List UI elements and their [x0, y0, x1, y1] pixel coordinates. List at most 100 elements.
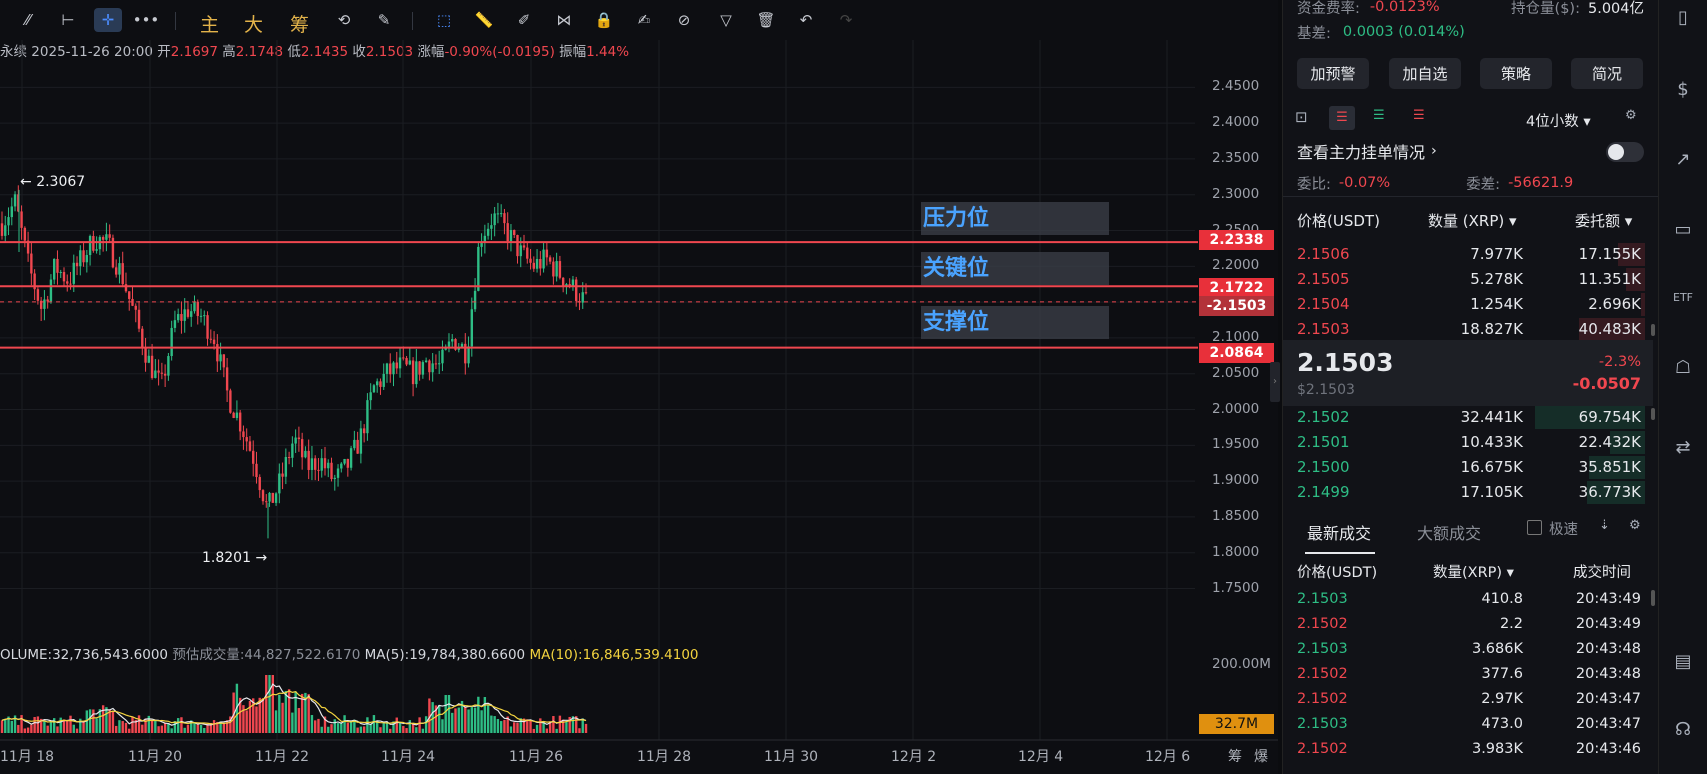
close-label: 收 [352, 44, 366, 60]
orderbook-row[interactable]: 2.1502 32.441K 69.754K [1283, 405, 1653, 430]
chart-up-icon[interactable]: ↗ [1675, 149, 1691, 170]
select-icon[interactable]: ⬚ [436, 11, 452, 29]
dollar-icon[interactable]: $ [1677, 79, 1689, 100]
draw-tool-icon[interactable]: ✎ [377, 11, 391, 29]
volume-bar [418, 717, 421, 733]
add-watchlist-button[interactable]: 加自选 [1389, 58, 1461, 89]
fast-mode-checkbox[interactable] [1527, 520, 1542, 535]
tab-latest-trades[interactable]: 最新成交 [1307, 524, 1372, 543]
volume-bar [470, 707, 474, 733]
redo-icon[interactable]: ↷ [839, 11, 853, 29]
candle-body [477, 246, 480, 291]
orderbook-price: 2.1503 [1297, 320, 1350, 338]
candle-body [343, 458, 346, 464]
candle-body [111, 237, 115, 268]
etf-icon[interactable]: ETF [1673, 291, 1693, 304]
undo-icon[interactable]: ↶ [799, 11, 813, 29]
orderbook-row[interactable]: 2.1499 17.105K 36.773K [1283, 480, 1653, 505]
candle-body [167, 356, 170, 376]
add-alert-button[interactable]: 加预警 [1297, 58, 1369, 89]
trades-qty-header[interactable]: 数量(XRP) ▾ [1433, 565, 1514, 581]
volume-bar [252, 698, 255, 733]
settings-icon[interactable]: ⚙ [1625, 108, 1637, 123]
ruler-icon[interactable]: 📏 [474, 11, 494, 29]
orderbook-total-header[interactable]: 委托额 ▾ [1575, 212, 1633, 230]
orderbook-row[interactable]: 2.1504 1.254K 2.696K [1283, 292, 1653, 317]
replay-icon[interactable]: ⟲ [337, 11, 351, 29]
sort-icon[interactable]: ⇣ [1599, 518, 1610, 533]
candle-body [535, 258, 539, 269]
volume-bar [346, 722, 350, 733]
volume-bar [382, 722, 385, 733]
date-tick-label: 12月 4 [1018, 749, 1064, 765]
close-value: 2.1503 [365, 44, 414, 60]
volume-bar [561, 719, 565, 733]
divider [175, 12, 176, 30]
trades-settings-icon[interactable]: ⚙ [1629, 518, 1641, 533]
scrollbar[interactable] [1651, 324, 1655, 336]
orderbook-row[interactable]: 2.1503 18.827K 40.483K [1283, 317, 1653, 342]
candle-body [79, 250, 82, 267]
scrollbar[interactable] [1651, 590, 1655, 606]
eraser-icon[interactable]: ✐ [517, 11, 531, 29]
decimal-select[interactable]: 4位小数 ▾ [1526, 114, 1591, 130]
scrollbar[interactable] [1651, 408, 1655, 420]
orderbook-both-icon[interactable]: ☰ [1329, 106, 1355, 130]
orderbook-asks-icon[interactable]: ☰ [1413, 108, 1425, 123]
trash-icon[interactable]: 🗑 [756, 11, 776, 29]
filter-icon[interactable]: ▽ [720, 11, 732, 29]
trade-time: 20:43:49 [1575, 616, 1641, 632]
main-orders-link[interactable]: 查看主力挂单情况 [1297, 143, 1426, 162]
crosshair-icon[interactable]: ✛ [94, 8, 122, 32]
average-button[interactable]: 大 [244, 14, 264, 36]
trade-time: 20:43:48 [1575, 641, 1641, 657]
volume-bar [235, 683, 239, 733]
headset-icon[interactable]: ☊ [1675, 719, 1691, 740]
volume-bar [13, 715, 17, 733]
orderbook-row[interactable]: 2.1506 7.977K 17.155K [1283, 242, 1653, 267]
horizontal-line-icon[interactable]: ⊢ [61, 11, 75, 29]
volume-bar [222, 722, 226, 733]
note-icon[interactable]: ✍ [637, 11, 651, 29]
low-value: 2.1435 [300, 44, 349, 60]
candle-body [421, 362, 425, 375]
orderbook-total: 35.851K [1578, 458, 1641, 476]
book-icon[interactable]: ▯ [1678, 7, 1688, 28]
overview-button[interactable]: 简况 [1571, 58, 1643, 89]
link-icon[interactable]: ⊘ [677, 11, 691, 29]
chip-button[interactable]: 筹 [290, 14, 310, 36]
panel-collapse-handle[interactable]: › [1270, 362, 1280, 402]
magnet-icon[interactable]: ⋈ [556, 11, 572, 29]
layout-icon[interactable]: ⊡ [1295, 108, 1308, 126]
orderbook-row[interactable]: 2.1505 5.278K 11.351K [1283, 267, 1653, 292]
candle-body [66, 281, 69, 284]
monitor-chart-icon[interactable]: ▭ [1674, 219, 1692, 240]
orderbook-qty-header[interactable]: 数量 (XRP) ▾ [1428, 212, 1517, 230]
candle-body [0, 223, 4, 236]
layout-panel-icon[interactable]: ▤ [1674, 651, 1692, 672]
orderbook-bids-icon[interactable]: ☰ [1373, 108, 1385, 123]
candle-body [542, 249, 545, 269]
volume-bar [268, 675, 271, 733]
candle-body [141, 328, 144, 348]
volume-bar [411, 722, 415, 733]
strategy-button[interactable]: 策略 [1480, 58, 1552, 89]
candle-body [333, 477, 336, 480]
chart-area[interactable]: ⁄⁄ ⊢ ✛ ••• 主 大 筹 ⟲ ✎ ⬚ 📏 ✐ ⋈ 🔒 ✍ ⊘ ▽ 🗑 ↶… [0, 0, 1280, 774]
orderbook-row[interactable]: 2.1500 16.675K 35.851K [1283, 455, 1653, 480]
volume-bar [571, 716, 575, 733]
tab-large-trades[interactable]: 大额成交 [1417, 524, 1482, 543]
robot-icon[interactable]: ☖ [1674, 357, 1692, 378]
volume-bar [111, 711, 115, 733]
more-icon[interactable]: ••• [132, 11, 160, 29]
main-indicator-button[interactable]: 主 [200, 14, 220, 36]
trend-line-icon[interactable]: ⁄⁄ [25, 11, 31, 29]
swap-icon[interactable]: ⇄ [1675, 437, 1691, 458]
orderbook-row[interactable]: 2.1501 10.433K 22.432K [1283, 430, 1653, 455]
volume-bar [248, 700, 252, 733]
main-orders-toggle[interactable] [1606, 142, 1644, 162]
trade-time: 20:43:46 [1575, 741, 1641, 757]
lock-icon[interactable]: 🔒 [594, 11, 614, 29]
volume-bar [46, 725, 49, 733]
candle-body [408, 360, 412, 365]
